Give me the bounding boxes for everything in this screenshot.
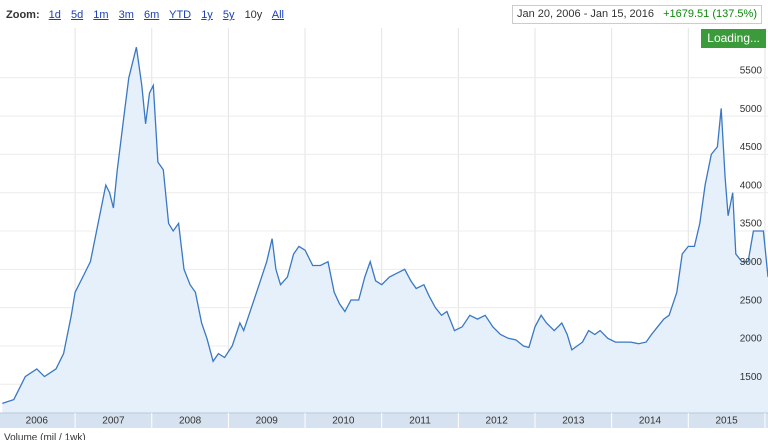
zoom-option[interactable]: 3m — [118, 9, 134, 21]
x-tick-label: 2009 — [256, 416, 279, 427]
x-tick-label: 2013 — [562, 416, 585, 427]
y-tick-label: 4000 — [740, 180, 763, 191]
x-tick-label: 2015 — [715, 416, 738, 427]
area-fill — [2, 47, 768, 413]
zoom-option[interactable]: 6m — [143, 9, 160, 21]
range-start: Jan 20, 2006 — [517, 8, 581, 20]
x-tick-label: 2007 — [102, 416, 125, 427]
x-tick-label: 2011 — [409, 416, 431, 427]
zoom-option[interactable]: All — [271, 9, 284, 21]
x-tick-label: 2006 — [26, 416, 49, 427]
x-tick-label: 2014 — [639, 416, 662, 427]
y-tick-label: 2000 — [740, 334, 763, 345]
x-tick-label: 2010 — [332, 416, 355, 427]
y-tick-label: 5500 — [740, 65, 763, 76]
zoom-option[interactable]: 1y — [201, 9, 213, 21]
y-tick-label: 2500 — [740, 295, 763, 306]
toolbar: Zoom: 1d 5d 1m 3m 6m YTD 1y 5y 10y All J… — [0, 0, 768, 28]
price-line — [2, 47, 768, 405]
y-tick-label: 1500 — [740, 372, 763, 383]
zoom-option[interactable]: 5d — [70, 9, 84, 21]
zoom-label: Zoom: — [6, 9, 40, 21]
y-tick-label: 5000 — [740, 104, 763, 115]
x-axis-band — [0, 413, 768, 428]
y-tick-label: 4500 — [740, 142, 763, 153]
zoom-option[interactable]: 5y — [222, 9, 235, 21]
chart: 1500 2000 2500 3000 3500 4000 4500 5000 5500 2006… — [0, 28, 768, 440]
range-separator: - — [583, 8, 588, 20]
y-tick-label: 3000 — [740, 257, 763, 268]
x-tick-label: 2008 — [179, 416, 202, 427]
zoom-option[interactable]: 1m — [93, 9, 109, 21]
range-end: Jan 15, 2016 — [590, 8, 655, 20]
date-range: Jan 20, 2006 - Jan 15, 2016 +1679.51 (13… — [512, 5, 762, 24]
zoom-bar: Zoom: 1d 5d 1m 3m 6m YTD 1y 5y 10y All — [6, 9, 291, 21]
zoom-option[interactable]: 1d — [48, 9, 61, 21]
y-tick-label: 3500 — [740, 219, 763, 230]
x-tick-label: 2012 — [486, 416, 509, 427]
zoom-option-selected: 10y — [244, 9, 263, 21]
price-change: +1679.51 (137.5%) — [663, 8, 757, 20]
volume-label: Volume (mil / 1wk) — [4, 433, 86, 440]
loading-badge: Loading... — [701, 29, 766, 48]
zoom-option[interactable]: YTD — [169, 9, 192, 21]
